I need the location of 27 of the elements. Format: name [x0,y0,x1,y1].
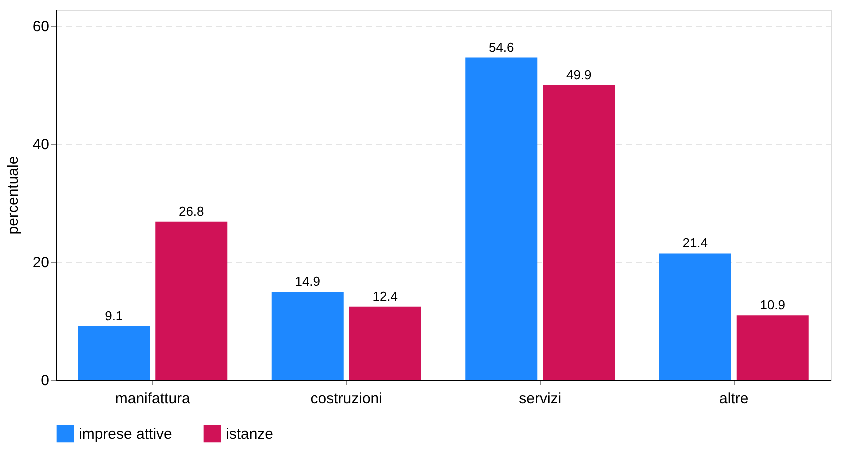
x-tick-label: costruzioni [310,390,382,408]
x-tick-label: manifattura [115,390,192,408]
y-tick-label: 20 [32,254,50,272]
x-tick-label: servizi [519,390,562,408]
data-label: 14.9 [295,274,321,290]
data-label: 21.4 [682,236,708,251]
bar [349,306,422,380]
bar [659,254,732,380]
legend-label: imprese attive [79,426,172,443]
y-tick-label: 60 [32,18,50,36]
y-axis-title: percentuale [4,156,22,235]
bar [272,292,344,380]
y-tick-label: 0 [41,372,50,390]
data-label: 9.1 [105,308,124,324]
bar [736,316,809,380]
data-label: 49.9 [566,68,592,83]
x-tick-label: altre [720,390,749,408]
bar [156,222,228,380]
bar [543,86,616,380]
data-label: 12.4 [372,288,398,304]
data-label: 10.9 [760,298,786,313]
data-label: 54.6 [488,40,514,55]
bar [466,58,538,380]
data-label: 26.8 [178,204,204,219]
y-tick-label: 40 [32,136,50,154]
legend-label: istanze [226,426,274,443]
bar [78,326,150,380]
